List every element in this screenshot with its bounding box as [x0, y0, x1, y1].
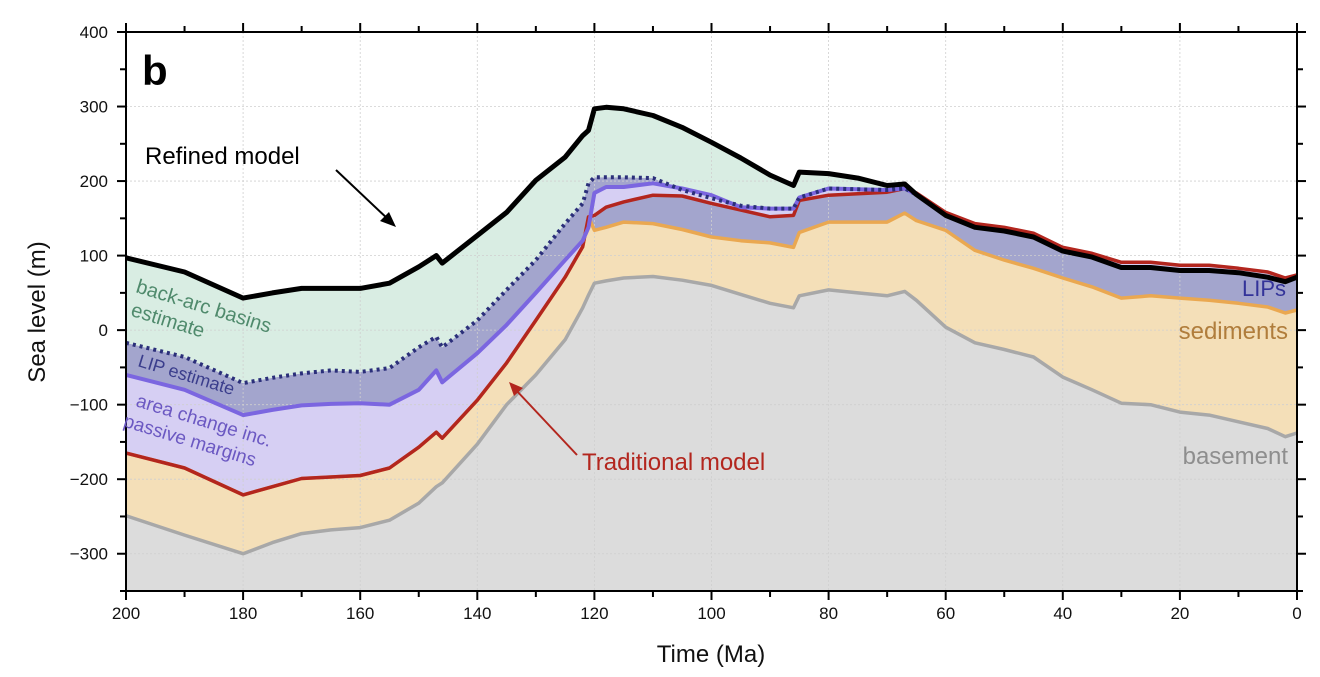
traditional-model-arrow [514, 388, 578, 456]
traditional-line [125, 186, 1298, 497]
y-tick-label: −300 [70, 545, 108, 564]
refined-model-label: Refined model [145, 143, 300, 170]
x-tick-label: 20 [1170, 604, 1189, 623]
refined-model-arrowhead [380, 212, 396, 227]
series-lines [125, 104, 1298, 556]
sediments-fill [126, 213, 1297, 554]
y-tick-label: 100 [80, 247, 108, 266]
refined-line [125, 104, 1298, 301]
refined-fill [126, 107, 1297, 384]
x-tick-label: 40 [1053, 604, 1072, 623]
traditional-model-label: Traditional model [582, 449, 765, 476]
y-axis-label: Sea level (m) [24, 241, 51, 382]
x-tick-label: 140 [463, 604, 491, 623]
area-change-fill [126, 183, 1297, 495]
x-tick-label: 120 [580, 604, 608, 623]
sediments-label: sediments [1179, 318, 1288, 345]
x-tick-label: 100 [697, 604, 725, 623]
y-tick-label: −200 [70, 470, 108, 489]
x-tick-label: 180 [229, 604, 257, 623]
y-tick-label: 400 [80, 23, 108, 42]
y-tick-label: 200 [80, 172, 108, 191]
x-axis-label: Time (Ma) [657, 641, 765, 668]
basement-label: basement [1183, 443, 1289, 470]
panel-label: b [142, 47, 168, 94]
lip-estimate-line [125, 175, 1298, 386]
refined-model-arrow [335, 169, 391, 222]
x-tick-label: 80 [819, 604, 838, 623]
x-tick-label: 160 [346, 604, 374, 623]
x-tick-label: 60 [936, 604, 955, 623]
lips-label: LIPs [1242, 276, 1286, 301]
x-tick-label: 200 [112, 604, 140, 623]
lip-estimate-fill [126, 177, 1297, 416]
y-tick-label: 0 [99, 321, 108, 340]
y-tick-label: −100 [70, 396, 108, 415]
basement-line [125, 274, 1298, 556]
x-tick-label: 0 [1292, 604, 1301, 623]
y-tick-label: 300 [80, 98, 108, 117]
traditional-model-arrowhead [509, 382, 523, 396]
